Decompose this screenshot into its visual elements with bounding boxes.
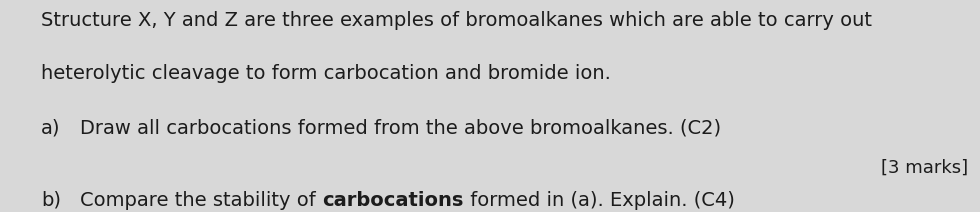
- Text: b): b): [41, 191, 61, 210]
- Text: Compare the stability of: Compare the stability of: [80, 191, 322, 210]
- Text: [3 marks]: [3 marks]: [881, 159, 968, 177]
- Text: a): a): [41, 119, 61, 138]
- Text: heterolytic cleavage to form carbocation and bromide ion.: heterolytic cleavage to form carbocation…: [41, 64, 612, 83]
- Text: formed in (a). Explain. (C4): formed in (a). Explain. (C4): [464, 191, 735, 210]
- Text: carbocations: carbocations: [322, 191, 464, 210]
- Text: Draw all carbocations formed from the above bromoalkanes. (C2): Draw all carbocations formed from the ab…: [80, 119, 721, 138]
- Text: Structure X, Y and Z are three examples of bromoalkanes which are able to carry : Structure X, Y and Z are three examples …: [41, 11, 872, 30]
